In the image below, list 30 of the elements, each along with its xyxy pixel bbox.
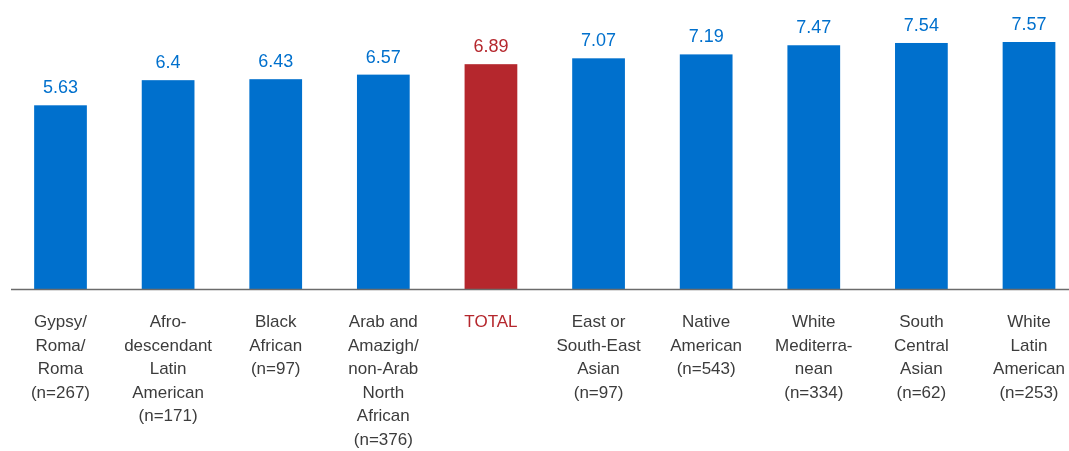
x-tick-label: Black African (n=97) — [249, 312, 303, 379]
bar — [356, 74, 410, 289]
data-label: 5.63 — [42, 77, 79, 98]
x-tick-label: TOTAL — [464, 312, 518, 331]
x-tick-label: White Latin American (n=253) — [993, 312, 1065, 402]
bar — [1002, 42, 1056, 289]
data-label: 6.89 — [473, 36, 509, 57]
x-tick-label: White Mediterra- nean (n=334) — [775, 312, 853, 402]
bar — [895, 42, 948, 289]
x-tick-label: Native American (n=543) — [670, 312, 743, 379]
data-label: 7.47 — [796, 17, 832, 38]
data-label: 7.57 — [1011, 14, 1047, 34]
x-tick-label: Gypsy/ Roma/ Roma (n=267) — [30, 312, 91, 402]
bar — [787, 45, 841, 289]
bar — [34, 105, 87, 289]
x-tick-label: East or South-East Asian (n=97) — [556, 312, 641, 402]
bar — [464, 64, 518, 289]
bar — [679, 54, 733, 289]
bar — [249, 79, 303, 289]
data-label: 6.4 — [155, 52, 181, 73]
data-label: 7.07 — [581, 30, 617, 51]
data-label: 6.43 — [258, 51, 294, 72]
x-tick-label: South Central Asian (n=62) — [893, 312, 949, 402]
data-label: 6.57 — [365, 46, 401, 67]
data-label: 7.54 — [903, 14, 939, 35]
bar — [141, 80, 195, 289]
x-tick-label: Arab and Amazigh/ non-Arab North African (n=376) — [347, 312, 420, 449]
data-label: 7.19 — [688, 26, 724, 47]
bar — [572, 58, 625, 289]
x-tick-label: Afro- descendant Latin American (n=171) — [124, 312, 213, 426]
